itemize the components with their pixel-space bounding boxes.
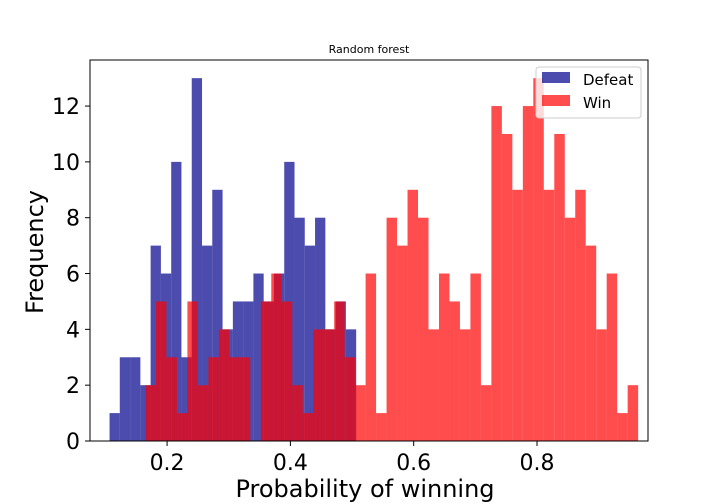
bar-win-43: [596, 329, 607, 441]
chart-title: Random forest: [329, 43, 410, 56]
legend-swatch-defeat: [542, 72, 570, 83]
bar-win-4: [187, 301, 198, 441]
bar-defeat-8: [191, 78, 203, 442]
y-tick-label: 0: [66, 430, 80, 455]
bar-defeat-14: [253, 273, 264, 441]
bar-win-39: [554, 133, 565, 441]
bar-win-18: [334, 301, 345, 441]
bar-win-13: [281, 301, 293, 441]
bar-win-15: [302, 413, 314, 441]
bar-win-23: [386, 217, 398, 441]
bar-defeat-0: [109, 413, 120, 441]
bar-win-29: [449, 301, 460, 441]
bar-win-19: [344, 357, 356, 441]
bar-win-45: [617, 413, 628, 441]
y-axis-label: Frequency: [21, 190, 49, 314]
plot-area-frame: [89, 59, 649, 442]
bar-win-40: [564, 217, 576, 441]
y-tick-label: 10: [52, 151, 80, 176]
bar-win-24: [397, 245, 408, 441]
x-axis: 0.2 0.4 0.6 0.8: [150, 441, 555, 476]
bar-win-12: [271, 273, 282, 441]
bar-win-37: [533, 78, 544, 442]
bars-layer: [109, 78, 639, 442]
bar-win-1: [155, 301, 167, 441]
x-axis-label: Probability of winning: [235, 475, 494, 503]
bar-win-31: [470, 273, 481, 441]
bar-win-25: [407, 189, 419, 441]
bar-win-32: [480, 385, 492, 441]
bar-win-7: [218, 329, 230, 441]
bar-win-14: [292, 385, 303, 441]
bar-win-28: [438, 273, 450, 441]
bar-win-6: [208, 357, 219, 441]
bar-defeat-10: [212, 189, 223, 441]
bar-win-46: [627, 385, 639, 441]
x-tick-label: 0.8: [520, 451, 555, 476]
bar-win-36: [522, 106, 534, 442]
y-tick-label: 6: [66, 263, 80, 288]
bar-defeat-6: [171, 161, 182, 441]
bar-win-3: [176, 413, 188, 441]
bar-win-5: [197, 385, 209, 441]
legend-swatch-win: [542, 95, 570, 106]
legend: Defeat Win: [535, 66, 642, 119]
bar-defeat-2: [130, 357, 141, 441]
bar-defeat-9: [202, 245, 213, 441]
bar-win-38: [543, 189, 555, 441]
bar-defeat-4: [150, 245, 161, 441]
bar-win-42: [585, 245, 597, 441]
y-tick-label: 8: [66, 207, 80, 232]
y-tick-label: 12: [52, 95, 80, 120]
bar-win-0: [145, 385, 156, 441]
legend-label-win: Win: [583, 94, 611, 112]
y-tick-label: 4: [66, 318, 80, 343]
bar-win-44: [606, 273, 618, 441]
bar-win-41: [575, 189, 586, 441]
bar-defeat-18: [294, 217, 305, 441]
bar-win-11: [260, 301, 272, 441]
x-tick-label: 0.2: [150, 451, 185, 476]
bar-win-8: [229, 357, 240, 441]
bar-win-35: [512, 189, 523, 441]
bar-defeat-1: [119, 357, 131, 441]
bar-win-21: [365, 273, 377, 441]
bar-win-9: [239, 357, 251, 441]
x-tick-label: 0.6: [396, 451, 431, 476]
y-tick-label: 2: [66, 374, 80, 399]
bar-win-30: [459, 329, 471, 441]
bar-win-2: [166, 357, 177, 441]
y-axis: 0 2 4 6 8 10 12: [52, 95, 90, 455]
bar-defeat-7: [181, 357, 192, 441]
bar-win-16: [313, 329, 324, 441]
bar-win-17: [323, 329, 335, 441]
x-tick-label: 0.4: [273, 451, 308, 476]
bar-win-34: [501, 133, 513, 441]
legend-label-defeat: Defeat: [583, 71, 633, 89]
bar-win-27: [428, 329, 439, 441]
bar-defeat-19: [304, 245, 316, 441]
bar-win-26: [418, 217, 429, 441]
bar-win-33: [491, 106, 502, 442]
bar-win-20: [355, 385, 366, 441]
bar-win-22: [376, 413, 387, 441]
